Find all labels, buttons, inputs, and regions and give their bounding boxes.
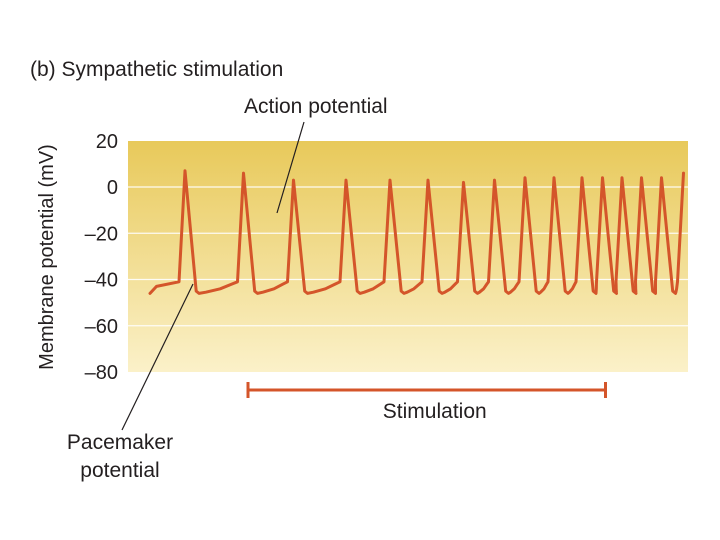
action-potential-label: Action potential	[244, 95, 388, 118]
grid-lines	[128, 186, 688, 327]
stimulation-label: Stimulation	[383, 400, 487, 423]
y-tick-label: 0	[107, 177, 118, 199]
y-tick-label: 20	[96, 131, 118, 153]
y-tick-label: –40	[85, 270, 118, 292]
y-axis-label: Membrane potential (mV)	[36, 144, 58, 370]
pacemaker-label-line1: Pacemaker	[67, 431, 173, 454]
chart-title: (b) Sympathetic stimulation	[30, 58, 283, 81]
plot-background	[128, 141, 688, 372]
pacemaker-label-line2: potential	[80, 459, 159, 482]
y-tick-label: –60	[85, 316, 118, 338]
membrane-potential-trace	[148, 169, 685, 295]
pacemaker-potential-pointer	[121, 283, 194, 431]
y-tick-label: –80	[85, 362, 118, 384]
action-potential-pointer	[276, 121, 305, 214]
y-tick-label: –20	[85, 223, 118, 245]
y-tick-labels: 20 0 –20 –40 –60 –80	[85, 131, 118, 384]
